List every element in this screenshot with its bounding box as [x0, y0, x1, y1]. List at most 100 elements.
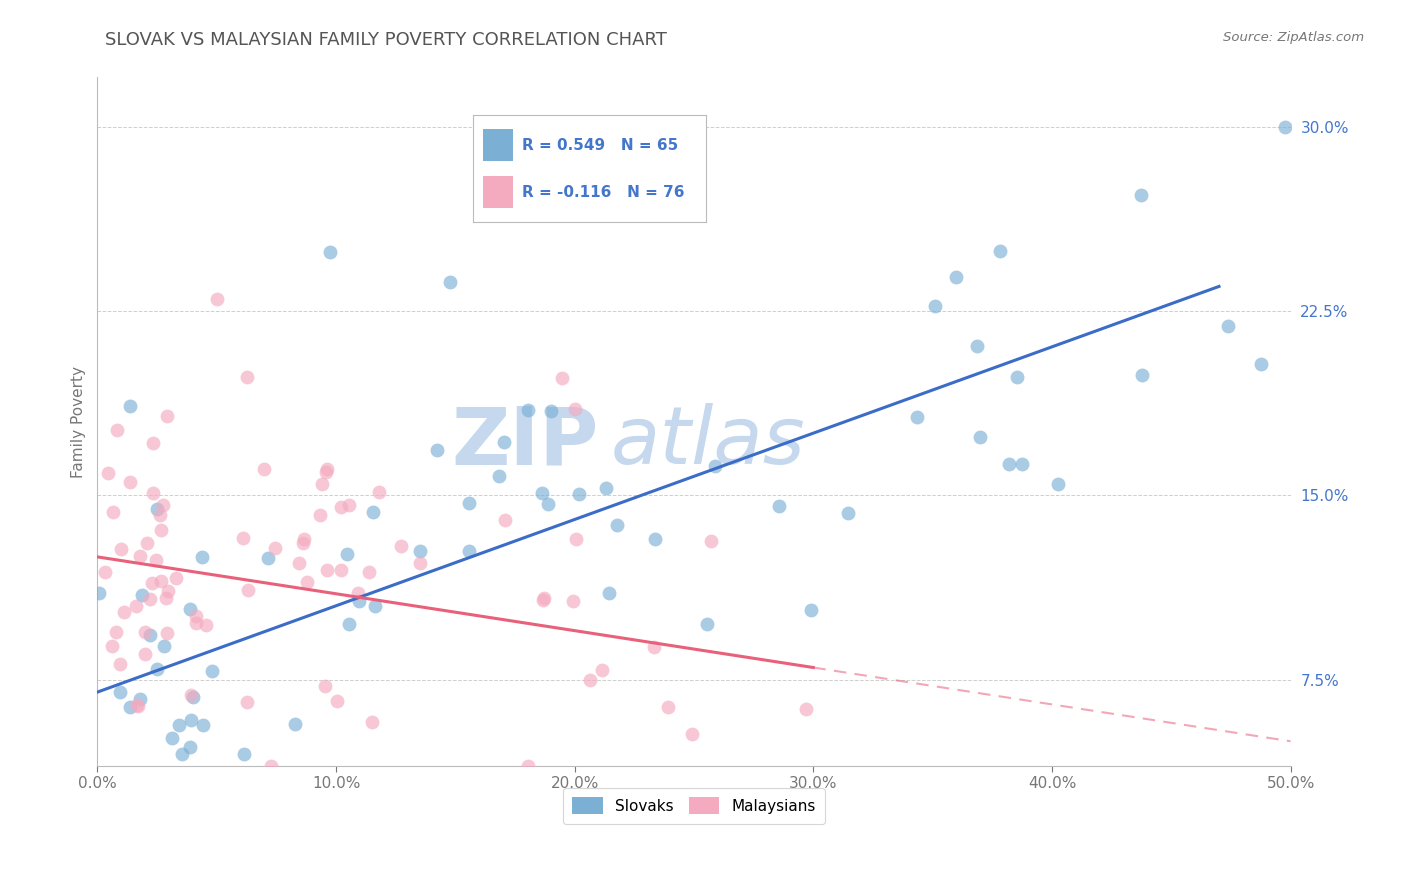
Point: [157, 584, 180, 599]
Point: [311, 476, 333, 491]
Point: [110, 542, 132, 557]
Legend: Slovaks, Malaysians: Slovaks, Malaysians: [562, 788, 825, 823]
Point: [191, 718, 214, 732]
Point: [516, 759, 538, 773]
Point: [319, 244, 342, 259]
Point: [155, 591, 177, 605]
Point: [409, 543, 432, 558]
Point: [339, 498, 361, 512]
Point: [516, 403, 538, 417]
Point: [257, 551, 280, 566]
Point: [314, 679, 336, 693]
Point: [167, 718, 190, 732]
Point: [531, 593, 554, 607]
Point: [308, 508, 330, 522]
Point: [699, 534, 721, 549]
Point: [644, 532, 666, 546]
Point: [201, 664, 224, 678]
Point: [905, 409, 928, 424]
Point: [316, 563, 339, 577]
Point: [236, 695, 259, 709]
Point: [287, 556, 309, 570]
Point: [149, 508, 172, 522]
Point: [125, 698, 148, 712]
Point: [264, 541, 287, 555]
Point: [153, 639, 176, 653]
Point: [180, 713, 202, 727]
Point: [179, 601, 201, 615]
Point: [389, 539, 412, 553]
Point: [94, 565, 117, 579]
Point: [184, 608, 207, 623]
Point: [141, 576, 163, 591]
Point: [998, 457, 1021, 471]
Point: [945, 270, 967, 285]
Point: [160, 731, 183, 745]
Point: [131, 588, 153, 602]
Point: [361, 505, 384, 519]
Point: [238, 583, 260, 598]
Point: [136, 536, 159, 550]
Point: [96, 466, 118, 480]
Point: [146, 662, 169, 676]
Text: Source: ZipAtlas.com: Source: ZipAtlas.com: [1223, 31, 1364, 45]
Point: [326, 694, 349, 708]
Point: [87, 586, 110, 600]
Point: [681, 727, 703, 741]
Point: [990, 244, 1012, 259]
Point: [579, 673, 602, 687]
Point: [142, 436, 165, 450]
Point: [644, 640, 666, 654]
Point: [330, 500, 353, 515]
Point: [138, 591, 160, 606]
Point: [150, 574, 173, 588]
Point: [606, 517, 628, 532]
Point: [439, 275, 461, 289]
Point: [336, 547, 359, 561]
Point: [125, 599, 148, 614]
Point: [253, 462, 276, 476]
Point: [551, 371, 574, 385]
Point: [426, 443, 449, 458]
Point: [564, 532, 586, 546]
Point: [966, 338, 988, 352]
Point: [361, 714, 384, 729]
Point: [1011, 457, 1033, 471]
Point: [232, 531, 254, 545]
Point: [1250, 357, 1272, 371]
Point: [457, 495, 479, 509]
Point: [315, 465, 337, 479]
Point: [101, 506, 124, 520]
Point: [295, 575, 318, 590]
Point: [191, 549, 214, 564]
Text: atlas: atlas: [610, 403, 806, 482]
Point: [969, 430, 991, 444]
Point: [172, 747, 194, 761]
Point: [205, 292, 228, 306]
Point: [156, 409, 179, 423]
Point: [104, 625, 127, 640]
Point: [537, 497, 560, 511]
Point: [291, 536, 314, 550]
Point: [595, 482, 617, 496]
Point: [145, 553, 167, 567]
Point: [292, 532, 315, 546]
Point: [703, 458, 725, 473]
Text: SLOVAK VS MALAYSIAN FAMILY POVERTY CORRELATION CHART: SLOVAK VS MALAYSIAN FAMILY POVERTY CORRE…: [105, 31, 668, 49]
Point: [120, 700, 142, 714]
Point: [134, 624, 156, 639]
Y-axis label: Family Poverty: Family Poverty: [72, 366, 86, 477]
Point: [101, 640, 124, 654]
Point: [347, 586, 370, 600]
Point: [110, 657, 132, 671]
Point: [1274, 120, 1296, 134]
Point: [768, 499, 790, 513]
Point: [1046, 476, 1069, 491]
Point: [1129, 187, 1152, 202]
Point: [118, 400, 141, 414]
Point: [236, 369, 259, 384]
Point: [564, 402, 586, 417]
Point: [457, 544, 479, 558]
Point: [186, 615, 208, 630]
Point: [260, 759, 283, 773]
